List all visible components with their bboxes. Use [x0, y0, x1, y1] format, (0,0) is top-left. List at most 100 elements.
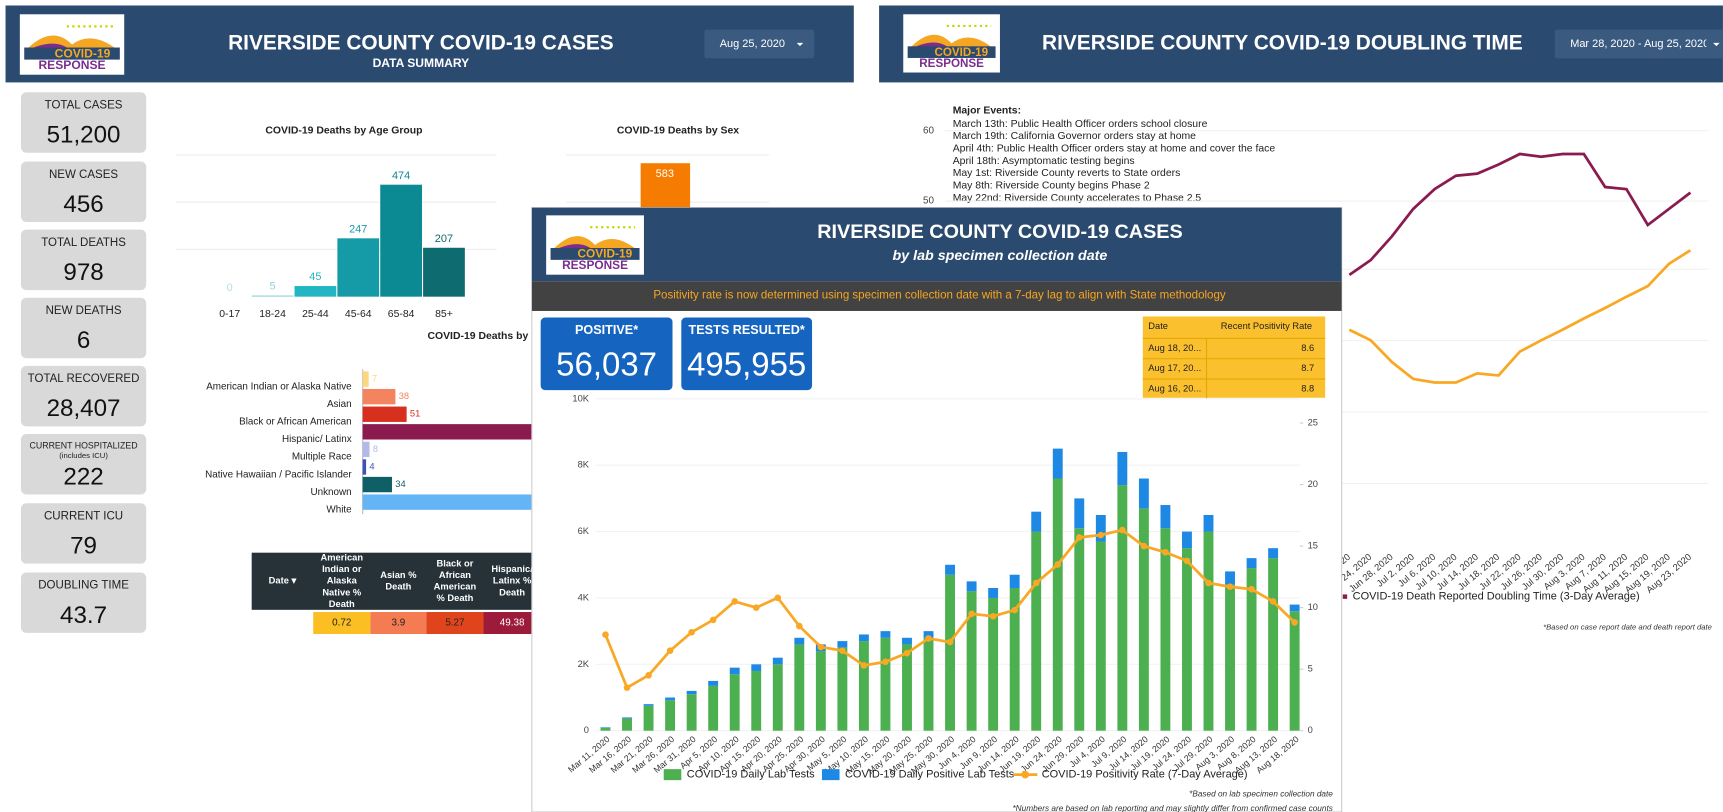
- y-tick-label: 4K: [578, 592, 590, 602]
- y2-tick-label: 20: [1308, 479, 1318, 489]
- line-marker: [623, 684, 631, 691]
- kpi-value: 222: [63, 463, 103, 490]
- y-tick-label: 10K: [572, 393, 589, 403]
- bar: [362, 388, 396, 405]
- bar: [729, 674, 740, 731]
- line-marker: [925, 635, 932, 642]
- date-picker-text: Mar 28, 2020 - Aug 25, 2020: [1570, 38, 1709, 50]
- line-marker: [645, 672, 652, 679]
- logo-band: [907, 46, 996, 58]
- bar: [362, 459, 367, 475]
- line-marker: [1032, 579, 1040, 587]
- y2-tick-label: 25: [1308, 417, 1318, 427]
- kpi-box: [681, 317, 813, 391]
- table-cell-text: Aug 18, 20...: [1148, 343, 1201, 353]
- logo-line1: COVID-19: [934, 46, 988, 59]
- table-header: Date ▾: [269, 576, 297, 586]
- event: May 22nd: Riverside County accelerates t…: [953, 193, 1202, 204]
- chart-title: COVID-19 Deaths by Sex: [617, 126, 739, 137]
- table-cell-text: 5.27: [445, 618, 464, 629]
- bar: [837, 647, 848, 731]
- bar: [772, 657, 783, 665]
- legend-swatch: [1342, 594, 1348, 599]
- date-picker[interactable]: Mar 28, 2020 - Aug 25, 2020: [1554, 29, 1723, 59]
- kpi-value: 495,955: [687, 346, 806, 383]
- bar: [643, 705, 654, 731]
- kpi-box: [20, 229, 147, 291]
- logo-line1: COVID-19: [577, 247, 632, 261]
- line-marker: [602, 631, 609, 638]
- kpi-label: TESTS RESULTED*: [689, 323, 805, 337]
- bar-label: 51: [410, 409, 420, 419]
- kpi-label: DOUBLING TIME: [38, 580, 129, 592]
- legend-marker: [1021, 770, 1030, 779]
- panel-header: [531, 207, 1342, 282]
- line-marker: [1183, 557, 1191, 565]
- bar: [837, 641, 848, 648]
- bar: [294, 286, 337, 297]
- chart-title: COVID-19 Deaths by Age Group: [265, 126, 422, 137]
- table-header: Black or: [437, 558, 474, 568]
- bar: [362, 476, 392, 493]
- y-tick-label: White: [326, 504, 352, 515]
- table-header: Asian %: [380, 570, 417, 580]
- line-marker: [946, 638, 954, 646]
- logo-line2: RESPONSE: [562, 258, 628, 272]
- bar: [1031, 511, 1042, 532]
- bar: [1246, 558, 1257, 569]
- line-marker: [989, 612, 997, 620]
- bar: [966, 591, 977, 731]
- footnote: *Based on lab specimen collection date: [1189, 790, 1333, 799]
- bar: [1160, 505, 1171, 529]
- bar: [751, 664, 762, 671]
- bar: [945, 574, 956, 731]
- kpi-value: 456: [63, 191, 103, 218]
- subtitle: DATA SUMMARY: [373, 56, 470, 70]
- bar: [423, 247, 465, 297]
- x-tick-label: 85+: [435, 309, 453, 320]
- bar: [1074, 528, 1085, 731]
- kpi-label: NEW CASES: [49, 169, 118, 181]
- bar: [1009, 574, 1020, 589]
- bar: [600, 728, 611, 731]
- x-tick-label: 45-64: [345, 309, 372, 320]
- line-marker: [1226, 583, 1234, 591]
- legend-label: COVID-19 Death Reported Doubling Time (3…: [1353, 591, 1640, 603]
- date-picker[interactable]: Aug 25, 2020: [704, 29, 815, 59]
- bar-label: 8: [373, 444, 378, 454]
- y-tick-label: 0: [584, 725, 589, 735]
- table-cell-text: Aug 16, 20...: [1148, 383, 1201, 393]
- logo-band: [24, 47, 120, 60]
- bar: [1246, 568, 1257, 731]
- line-marker: [903, 649, 911, 657]
- date-picker-box[interactable]: [1554, 29, 1723, 59]
- bar: [1138, 478, 1149, 509]
- table-header: Indian or: [322, 564, 362, 574]
- date-picker-box[interactable]: [704, 29, 815, 59]
- bar-label: 5: [269, 281, 275, 293]
- bar: [1225, 584, 1235, 731]
- bar: [337, 238, 380, 297]
- bar: [1138, 508, 1149, 731]
- kpi-value: 28,407: [47, 395, 121, 422]
- line-marker: [1140, 542, 1148, 550]
- bar: [362, 406, 407, 422]
- logo-line2: RESPONSE: [919, 57, 984, 70]
- bar: [751, 670, 762, 731]
- event: April 18th: Asymptomatic testing begins: [953, 156, 1135, 167]
- kpi-label: TOTAL DEATHS: [41, 237, 126, 249]
- kpi-label: POSITIVE*: [575, 323, 638, 337]
- table-header: Death: [329, 599, 355, 609]
- bar: [988, 588, 999, 598]
- event: March 13th: Public Health Officer orders…: [953, 119, 1208, 130]
- table-header: Date: [1148, 321, 1168, 331]
- date-picker-clip: Aug 25, 2020: [720, 38, 785, 50]
- line-marker: [1205, 579, 1212, 587]
- table-cell: [370, 612, 427, 634]
- bar: [622, 717, 632, 719]
- table-cell-text: 8.8: [1301, 383, 1314, 393]
- subtitle: by lab specimen collection date: [893, 248, 1108, 264]
- y-tick-label: Multiple Race: [292, 452, 352, 463]
- table-header: Alaska: [327, 576, 358, 586]
